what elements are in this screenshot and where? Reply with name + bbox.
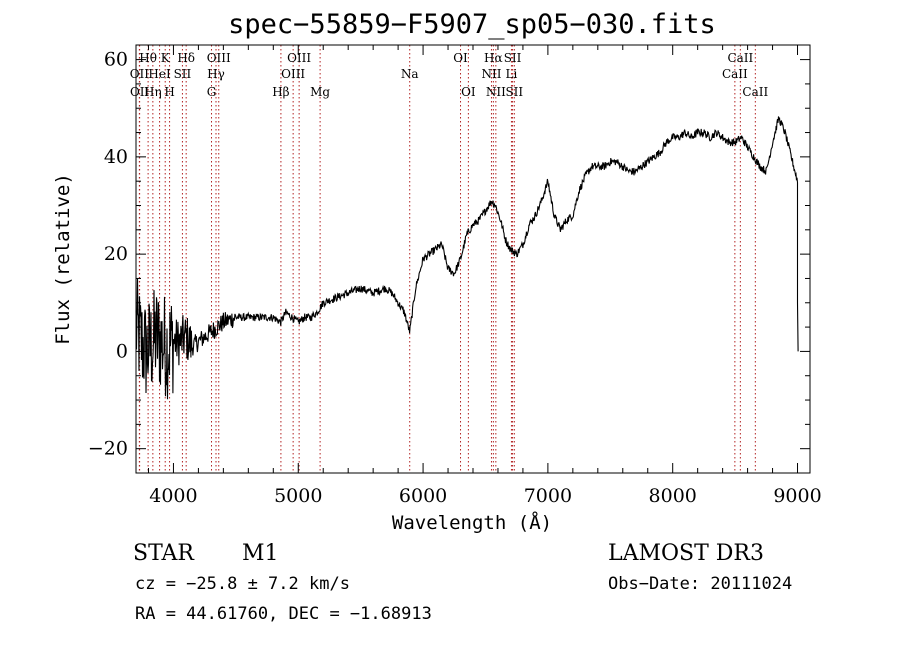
spectral-line-label: OI [461,85,476,99]
spectral-line-label: NII [481,67,501,81]
spectral-line-label: HeI [148,67,171,81]
y-tick-label: −20 [88,438,128,460]
spectral-line-label: SII [174,67,192,81]
x-tick-label: 5000 [274,485,322,507]
y-tick-label: 0 [116,340,128,362]
flux-series-line [135,116,799,400]
object-class: STAR [133,541,195,566]
spectral-line-label: H [164,85,174,99]
spectral-line-markers [138,45,756,473]
spectral-line-label: CaII [742,85,768,99]
spectral-line-label: Hδ [177,51,195,65]
spectral-line-label: Hθ [139,51,157,65]
spectral-line-label: Hα [484,51,503,65]
spectral-line-label: Hγ [207,67,225,81]
spectral-line-label: K [161,51,171,65]
coordinates: RA = 44.61760, DEC = −1.68913 [135,604,432,624]
y-axis: −20 0 20 40 60 [88,49,810,460]
spectral-line-label: CaII [727,51,753,65]
x-tick-label: 4000 [149,485,197,507]
spectral-line-label: Mg [310,85,330,99]
spectral-line-label: Hβ [272,85,289,99]
spectral-line-label: Hη [144,85,162,99]
object-subclass: M1 [242,541,279,566]
x-axis: 4000 5000 6000 7000 8000 9000 [147,45,822,507]
spectral-line-label: Na [401,67,419,81]
plot-frame [135,44,811,474]
y-tick-label: 40 [104,146,128,168]
x-tick-label: 8000 [649,485,697,507]
spectral-line-label: SII [505,85,523,99]
spectral-line-label: NII [486,85,506,99]
x-tick-label: 7000 [524,485,572,507]
obs-date: Obs−Date: 20111024 [608,574,792,594]
y-tick-label: 20 [104,243,128,265]
spectral-line-label: OII [130,67,150,81]
spectral-line-label: Li [506,67,518,81]
spectral-line-label: OIII [207,51,231,65]
redshift-cz: cz = −25.8 ± 7.2 km/s [135,574,350,594]
spectral-line-label: OI [453,51,468,65]
y-tick-label: 60 [104,49,128,71]
spectral-line-label: OII [130,85,150,99]
x-tick-label: 9000 [773,485,821,507]
spectral-line-label: SII [504,51,522,65]
spectral-line-label: OIII [287,51,311,65]
x-axis-label: Wavelength (Å) [392,511,552,534]
spectral-line-label: OIII [281,67,305,81]
survey-name: LAMOST DR3 [608,541,764,566]
spectral-line-label: CaII [722,67,748,81]
y-axis-label: Flux (relative) [52,173,74,345]
spectral-line-label: G [207,85,217,99]
x-tick-label: 6000 [399,485,447,507]
chart-title: spec−55859−F5907_sp05−030.fits [228,9,716,40]
